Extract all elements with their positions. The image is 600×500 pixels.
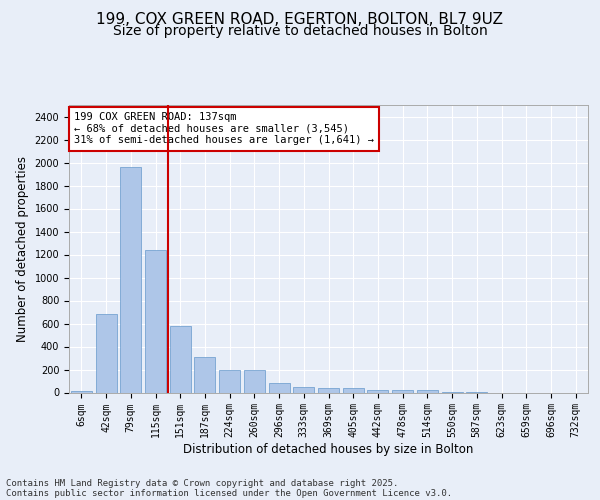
Bar xyxy=(145,250,166,392)
Y-axis label: Number of detached properties: Number of detached properties xyxy=(16,156,29,342)
Text: 199 COX GREEN ROAD: 137sqm
← 68% of detached houses are smaller (3,545)
31% of s: 199 COX GREEN ROAD: 137sqm ← 68% of deta… xyxy=(74,112,374,146)
Text: 199, COX GREEN ROAD, EGERTON, BOLTON, BL7 9UZ: 199, COX GREEN ROAD, EGERTON, BOLTON, BL… xyxy=(97,12,503,28)
Bar xyxy=(244,370,265,392)
Bar xyxy=(293,388,314,392)
Text: Size of property relative to detached houses in Bolton: Size of property relative to detached ho… xyxy=(113,24,487,38)
Text: Contains HM Land Registry data © Crown copyright and database right 2025.: Contains HM Land Registry data © Crown c… xyxy=(6,478,398,488)
Bar xyxy=(269,384,290,392)
Bar xyxy=(367,390,388,392)
X-axis label: Distribution of detached houses by size in Bolton: Distribution of detached houses by size … xyxy=(184,443,473,456)
Bar xyxy=(219,370,240,392)
Bar xyxy=(194,358,215,392)
Bar xyxy=(343,388,364,392)
Bar xyxy=(170,326,191,392)
Bar xyxy=(95,314,116,392)
Bar xyxy=(417,390,438,392)
Bar xyxy=(318,388,339,392)
Bar xyxy=(71,391,92,392)
Bar xyxy=(120,167,141,392)
Bar xyxy=(392,390,413,392)
Text: Contains public sector information licensed under the Open Government Licence v3: Contains public sector information licen… xyxy=(6,488,452,498)
